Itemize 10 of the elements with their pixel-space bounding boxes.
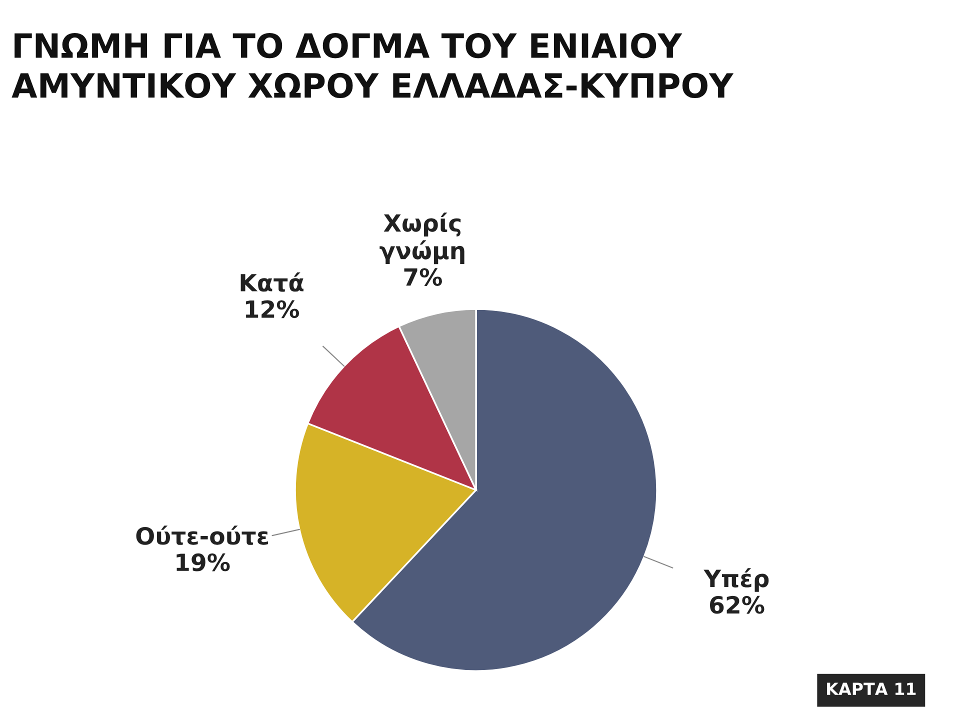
data-label: 12%: [246, 300, 300, 318]
data-label: 7%: [404, 268, 442, 286]
text: ΚΑΡΤΑ 11: [827, 682, 916, 695]
slice-label: Ούτε-ούτε: [136, 526, 268, 545]
slice-label: Χωρίς γνώμη: [380, 212, 464, 264]
data-label: 19%: [176, 553, 230, 572]
slice-label: Υπέρ: [704, 568, 769, 592]
slice-label: Κατά: [240, 272, 304, 292]
data-label: 62%: [710, 596, 764, 614]
chart-title: ΓΝΩΜΗ ΓΙΑ ΤΟ ΔΟΓΜΑ ΤΟΥ ΕΝΙΑΙΟΥ ΑΜΥΝΤΙΚΟΥ ΧΩΡΟΥ ΕΛΛΑΔΑΣ-ΚΥΠΡΟΥ: [12, 32, 734, 98]
